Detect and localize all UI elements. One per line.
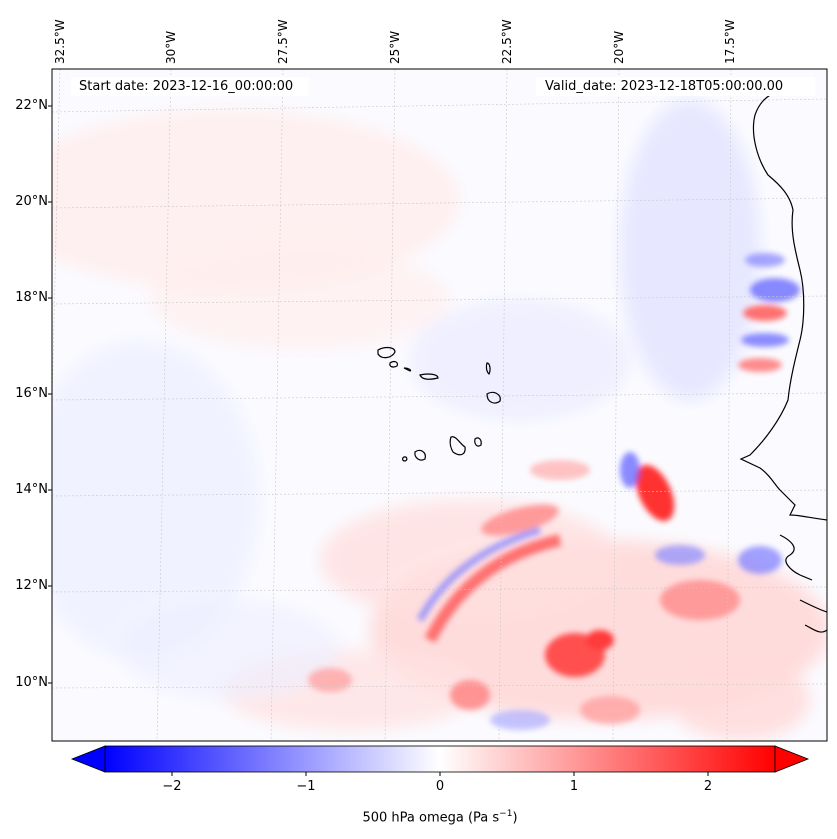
- island-maio: [474, 437, 482, 447]
- lat-ticks: [48, 105, 52, 684]
- lat-label-14n: 14°N: [15, 482, 48, 497]
- colorbar-label-suffix: ): [512, 810, 518, 826]
- colorbar-body: [104, 745, 776, 773]
- island-sao-vicente: [389, 360, 399, 368]
- lon-label-22-5w: 22.5°W: [500, 19, 514, 64]
- island-sao-nicolau: [403, 367, 412, 372]
- colorbar-high-extend: [774, 745, 810, 773]
- island-boa-vista: [486, 391, 501, 404]
- lat-label-10n: 10°N: [15, 675, 48, 690]
- colorbar-ticks: [171, 772, 709, 776]
- colorbar-label-text: 500 hPa omega (Pa s: [362, 810, 500, 826]
- lat-label-16n: 16°N: [15, 386, 48, 401]
- graticule: [52, 69, 827, 741]
- lat-label-18n: 18°N: [15, 290, 48, 305]
- lon-label-27-5w: 27.5°W: [276, 19, 290, 64]
- lon-label-30w: 30°W: [164, 30, 178, 64]
- colorbar-label-exponent: −1: [499, 809, 513, 819]
- lon-label-17-5w: 17.5°W: [723, 19, 737, 64]
- lat-label-20n: 20°N: [15, 194, 48, 209]
- island-sal: [485, 362, 491, 376]
- island-fogo: [414, 449, 426, 461]
- lon-label-20w: 20°W: [612, 30, 626, 64]
- start-date-label: Start date: 2023-12-16_00:00:00: [71, 77, 309, 96]
- colorbar-tick-label: 1: [569, 779, 579, 794]
- colorbar-label: 500 hPa omega (Pa s−1): [300, 806, 580, 826]
- lon-label-25w: 25°W: [388, 30, 402, 64]
- colorbar-tick-label: −2: [162, 779, 182, 794]
- colorbar-tick-label: 0: [435, 779, 445, 794]
- field-broad-features: [52, 100, 827, 740]
- field-local-features: [308, 253, 800, 730]
- colorbar-tick-label: 2: [703, 779, 713, 794]
- omega-field: [52, 69, 827, 741]
- lon-label-32-5w: 32.5°W: [53, 19, 67, 64]
- map-frame: [51, 68, 828, 742]
- colorbar: [70, 745, 810, 776]
- lat-label-22n: 22°N: [15, 98, 48, 113]
- coastline: [377, 87, 827, 633]
- colorbar-tick-label: −1: [296, 779, 316, 794]
- lat-label-12n: 12°N: [15, 578, 48, 593]
- island-brava: [402, 456, 408, 462]
- colorbar-low-extend: [70, 745, 106, 773]
- valid-date-label: Valid_date: 2023-12-18T05:00:00.00: [536, 77, 815, 96]
- island-santiago: [449, 436, 466, 456]
- island-santo-antao: [377, 346, 396, 359]
